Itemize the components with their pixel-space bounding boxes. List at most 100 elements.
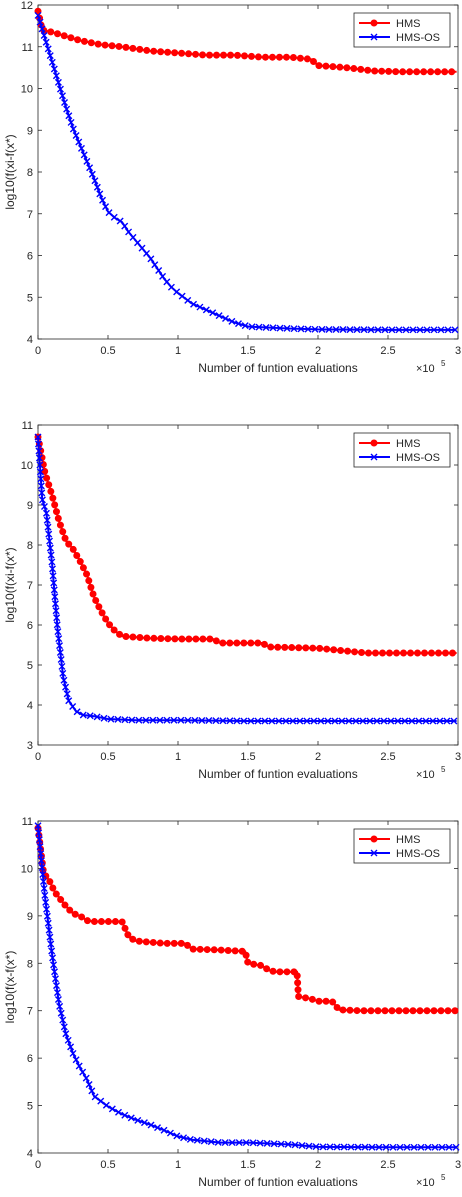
data-point xyxy=(65,540,73,548)
data-point xyxy=(329,998,337,1006)
data-point xyxy=(226,717,234,725)
data-point xyxy=(451,326,459,334)
data-point xyxy=(77,144,85,152)
y-tick-label: 5 xyxy=(27,1101,33,1113)
data-point xyxy=(436,717,444,725)
data-point xyxy=(254,639,262,647)
x-tick-label: 0.5 xyxy=(100,1159,115,1171)
data-point xyxy=(367,1007,375,1015)
data-point xyxy=(427,68,435,76)
data-point xyxy=(59,1016,67,1024)
data-point xyxy=(275,53,283,61)
data-point xyxy=(44,45,52,53)
data-point xyxy=(160,1126,168,1134)
data-point xyxy=(295,644,303,652)
data-point xyxy=(50,579,58,587)
data-point xyxy=(198,716,206,724)
series-line-hms-os xyxy=(37,825,457,1149)
data-point xyxy=(38,25,46,33)
data-point xyxy=(122,43,130,51)
data-point xyxy=(309,644,317,652)
data-point xyxy=(34,11,42,19)
data-point xyxy=(269,967,277,975)
data-point xyxy=(448,68,456,76)
data-point xyxy=(58,662,66,670)
data-point xyxy=(402,326,410,334)
data-point xyxy=(164,635,172,643)
data-point xyxy=(106,621,114,629)
data-point xyxy=(36,843,44,851)
data-point xyxy=(423,1007,431,1015)
data-point xyxy=(374,1007,382,1015)
legend-entry: HMS-OS xyxy=(396,848,440,860)
data-point xyxy=(36,18,44,26)
data-point xyxy=(428,649,436,657)
data-point xyxy=(318,325,326,333)
data-point xyxy=(143,249,151,257)
legend-box xyxy=(353,432,451,468)
data-point xyxy=(296,54,304,62)
data-point xyxy=(189,945,197,953)
data-point xyxy=(444,326,452,334)
legend-marker xyxy=(370,453,378,461)
data-point xyxy=(180,1134,188,1142)
data-point xyxy=(142,938,150,946)
data-point xyxy=(128,716,136,724)
y-tick-label: 5 xyxy=(27,660,33,672)
x-tick-label: 1.5 xyxy=(240,345,255,357)
x-multiplier: ×10 xyxy=(416,1177,435,1189)
data-point xyxy=(416,326,424,334)
y-tick-label: 4 xyxy=(27,1148,33,1160)
x-tick-label: 0.5 xyxy=(100,345,115,357)
x-tick-label: 0 xyxy=(35,1159,41,1171)
data-point xyxy=(347,1143,355,1151)
data-point xyxy=(69,125,77,133)
data-point xyxy=(193,1136,201,1144)
data-point xyxy=(309,58,317,66)
data-point xyxy=(78,913,86,921)
x-tick-label: 3 xyxy=(455,751,461,763)
data-point xyxy=(51,600,59,608)
data-point xyxy=(85,1080,93,1088)
data-point xyxy=(261,717,269,725)
data-point xyxy=(173,1132,181,1140)
chart-panel-2: 0 0.5 1 1.5 2 2.5 3 3 4 5 6 7 8 9 10 11 Number of funtio… xyxy=(3,420,461,781)
data-point xyxy=(423,326,431,334)
data-point xyxy=(367,326,375,334)
data-point xyxy=(121,716,129,724)
data-point xyxy=(242,1139,250,1147)
data-point xyxy=(408,717,416,725)
y-tick-label: 11 xyxy=(22,42,33,54)
data-point xyxy=(191,716,199,724)
data-point xyxy=(129,633,137,641)
x-tick-label: 1.5 xyxy=(240,751,255,763)
data-point xyxy=(345,717,353,725)
data-point xyxy=(115,1108,122,1116)
data-point xyxy=(209,309,217,317)
data-point xyxy=(303,717,311,725)
data-point xyxy=(184,716,192,724)
y-axis-label: log10(f(xi-f(x*) xyxy=(3,134,17,209)
data-point xyxy=(185,50,193,58)
data-point xyxy=(135,937,143,945)
legend-entry: HMS xyxy=(396,18,420,30)
series-hms-os xyxy=(34,433,458,725)
data-point xyxy=(54,514,62,522)
x-tick-label: 0.5 xyxy=(100,751,115,763)
data-point xyxy=(51,501,59,509)
data-point xyxy=(403,1143,411,1151)
data-point xyxy=(127,1114,135,1122)
data-point xyxy=(344,647,352,655)
data-point xyxy=(54,78,62,86)
data-point xyxy=(212,637,220,645)
data-point xyxy=(213,51,221,59)
data-point xyxy=(142,716,150,724)
data-point xyxy=(247,52,255,60)
data-point xyxy=(413,68,421,76)
data-point xyxy=(45,926,53,934)
data-point xyxy=(47,28,55,36)
data-point xyxy=(338,717,346,725)
data-point xyxy=(43,912,51,920)
